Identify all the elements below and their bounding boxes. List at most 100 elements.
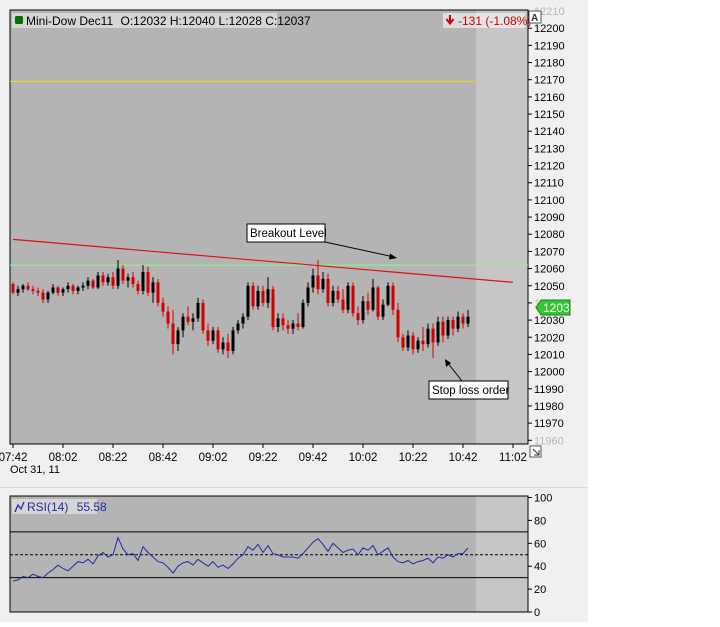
candle — [186, 306, 190, 326]
rsi-tick-label: 60 — [534, 538, 546, 550]
candle — [286, 320, 290, 334]
candle — [171, 309, 175, 355]
rsi-value: 55.58 — [77, 500, 107, 514]
candle-body — [101, 275, 105, 283]
chart-window: 11960 11970 11980 11990 12000 12010 12020 12030… — [0, 0, 588, 622]
candle — [311, 268, 315, 293]
candle — [26, 282, 30, 291]
candle-body — [421, 340, 425, 345]
candle-body — [251, 285, 255, 307]
candle-body — [216, 330, 220, 350]
price-tick-label: 12030 — [534, 315, 565, 327]
instrument-label: Mini-Dow Dec11 — [26, 14, 113, 28]
time-tick-label: 07:42 — [0, 452, 27, 464]
candle-body — [21, 285, 25, 290]
candle-body — [346, 285, 350, 310]
candle — [211, 326, 215, 345]
candle-body — [226, 342, 230, 351]
candle-body — [96, 275, 100, 288]
price-tick-label: 12130 — [534, 143, 565, 155]
time-tick-label: 11:02 — [499, 452, 527, 464]
candle — [461, 313, 465, 329]
candle — [86, 277, 90, 290]
candle-body — [51, 287, 55, 293]
candle — [296, 313, 300, 331]
rsi-tick-label: 100 — [534, 493, 552, 505]
candle-body — [186, 316, 190, 322]
candle — [66, 282, 70, 293]
price-tick-label: 12000 — [534, 367, 565, 379]
candle — [156, 278, 160, 307]
candle — [366, 292, 370, 315]
time-tick-label: 08:02 — [49, 452, 78, 464]
last-price-value: 12037 — [543, 301, 577, 315]
candle — [376, 285, 380, 321]
candle-body — [281, 318, 285, 326]
price-tick-label: 11990 — [534, 384, 564, 396]
candle — [166, 306, 170, 329]
indicator-icon — [14, 501, 25, 513]
candle — [356, 306, 360, 326]
breakout-annotation[interactable]: Breakout Level — [246, 223, 397, 260]
arrow-head-icon — [445, 359, 451, 367]
candle — [306, 282, 310, 307]
candle-body — [246, 285, 250, 317]
candle — [321, 272, 325, 293]
plot-area — [10, 10, 477, 444]
candle-body — [16, 289, 20, 293]
resize-grip-icon[interactable] — [529, 445, 542, 458]
candle — [361, 296, 365, 324]
candle-body — [261, 290, 265, 303]
time-tick-label: 09:22 — [249, 452, 278, 464]
rsi-tick-label: 0 — [534, 607, 540, 619]
candle — [91, 278, 95, 290]
candle-body — [66, 285, 70, 290]
candle-body — [396, 309, 400, 338]
candle — [241, 313, 245, 329]
candle-body — [171, 323, 175, 345]
trendline — [12, 238, 514, 283]
candle — [16, 285, 20, 297]
candle-body — [401, 337, 405, 348]
candle — [11, 282, 15, 295]
svg-text:Mini-Dow Dec11 O:12032: Mini-Dow Dec11 O:12032 H:12040 L:12028 C… — [26, 14, 311, 28]
price-tick-label: 12170 — [534, 75, 565, 87]
candle — [386, 282, 390, 307]
autoscale-icon: A — [531, 13, 538, 24]
autoscale-button[interactable]: A — [528, 10, 542, 24]
candle — [466, 309, 470, 327]
candle-body — [306, 287, 310, 303]
candle — [316, 259, 320, 295]
candle-body — [266, 289, 270, 303]
candle — [351, 282, 355, 317]
candle-body — [276, 318, 280, 327]
candle — [31, 285, 35, 295]
candle — [176, 326, 180, 351]
candle — [421, 326, 425, 351]
candle-body — [406, 335, 410, 348]
candle — [336, 285, 340, 303]
candle — [436, 316, 440, 346]
price-tick-label: 11960 — [534, 435, 564, 447]
candle — [301, 299, 305, 329]
candle — [261, 285, 265, 307]
date-label: Oct 31, 11 — [10, 464, 60, 476]
candle — [201, 299, 205, 334]
candle-body — [451, 320, 455, 329]
candle-body — [296, 323, 300, 327]
rsi-future-area — [476, 496, 528, 612]
stop-loss-annotation[interactable]: Stop loss order — [428, 359, 510, 400]
candle-body — [146, 272, 150, 293]
price-tick-label: 12090 — [534, 212, 565, 224]
candle — [146, 266, 150, 297]
candle-body — [241, 316, 245, 324]
candle — [141, 265, 145, 295]
candle — [231, 326, 235, 355]
candle — [251, 282, 255, 310]
candle-body — [36, 290, 40, 293]
candle — [456, 311, 460, 333]
candle-body — [76, 287, 80, 291]
price-axis: 11960 11970 11980 11990 12000 12010 12020 12030… — [528, 6, 565, 447]
candle — [41, 289, 45, 303]
price-levels — [10, 80, 528, 283]
